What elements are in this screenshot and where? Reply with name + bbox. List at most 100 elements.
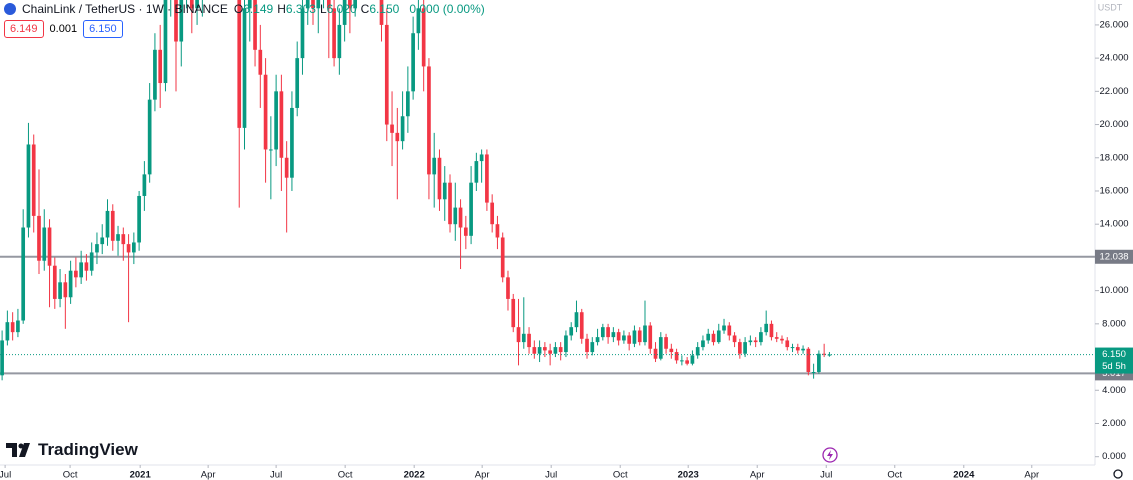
candle-body [516,327,521,343]
candle-body [463,227,468,236]
last-price-box [1095,347,1133,374]
candle-body [558,347,563,353]
candle-body [579,312,584,339]
watermark-logo [6,443,30,457]
candle-body [21,227,26,321]
candle-body [158,49,163,84]
candle-body [564,335,568,353]
x-tick-label: Oct [63,470,78,480]
candle-body [595,337,600,343]
candle-body [421,8,426,67]
candle-body [37,215,41,261]
candle-body [743,342,747,354]
candle-body [469,182,473,236]
y-tick-label: 2.000 [1102,418,1126,429]
candle-body [126,244,131,253]
symbol-title[interactable]: ChainLink / TetherUS · 1W · BINANCE [22,2,228,16]
candle-body [722,325,726,331]
candle-body [237,0,242,128]
candle-body [52,265,57,299]
candle-body [453,207,458,225]
candle-body [690,355,695,364]
settings-icon[interactable] [1113,469,1123,479]
candle-body [84,262,89,271]
candle-body [132,242,136,253]
candle-body [95,244,99,253]
candle-body [732,335,737,343]
candle-body [790,347,795,349]
candle-body [137,195,141,243]
candle-body [116,234,120,241]
candle-body [616,332,621,341]
candle-body [711,333,716,343]
alert-icon[interactable] [822,447,838,463]
candle-body [263,74,268,150]
candle-body [89,252,94,271]
candle-body [701,340,705,348]
candle-body [680,360,684,362]
candle-body [269,149,273,151]
candle-body [295,58,300,108]
x-tick-label: 2024 [953,470,975,480]
candle-body [627,335,632,344]
candle-body [416,8,421,34]
readout-key: L [319,2,327,16]
candle-body [437,157,442,200]
candle-body [759,332,763,343]
watermark: TradingView [6,440,138,460]
x-tick-label: 2022 [404,470,425,480]
candle-body [632,330,637,344]
x-tick-label: Apr [201,470,216,480]
candle-body [458,207,463,228]
candle-body [79,262,83,278]
candle-body [574,312,579,328]
candle-body [305,0,310,9]
candle-body [532,347,537,354]
candle-body [495,224,500,238]
x-tick-label: Jul [270,470,282,480]
candle-body [316,0,321,9]
readout-value: 6.020 [326,2,357,16]
candle-body [105,210,110,238]
candle-body [174,0,178,42]
candle-body [585,338,589,353]
candle-body [10,322,15,333]
y-tick-label: 0.000 [1102,451,1126,462]
candle-body [284,157,289,178]
candle-body [311,0,315,9]
x-tick-label: 2023 [678,470,699,480]
candle-body [163,0,168,84]
bid[interactable]: 6.149 [4,20,44,38]
candle-body [195,0,199,9]
candle-body [142,174,147,196]
hline-label-box [1095,249,1133,264]
readout-value: 6.303 [285,2,316,16]
candle-body [290,107,294,178]
currency-label: USDT [1098,2,1123,12]
candle-body [353,0,358,9]
candle-body [47,227,52,266]
candle-body [258,49,263,75]
candle-body [669,348,674,353]
candle-body [247,0,252,9]
ask[interactable]: 6.150 [83,20,123,38]
candle-body [432,157,437,175]
candle-body [622,335,626,341]
candle-body [42,227,47,261]
candle-body [648,325,653,349]
y-tick-label: 24.000 [1099,53,1128,64]
candle-body [611,332,616,338]
candle-body [811,372,816,373]
candle-body [537,347,542,354]
coin-logo [4,3,16,15]
x-tick-label: Oct [613,470,628,480]
candle-body [332,8,336,59]
candle-body [685,360,689,364]
x-tick-label: Jul [0,470,11,480]
y-tick-label: 10.000 [1099,285,1128,296]
candle-body [822,353,826,355]
candle-body [637,330,642,343]
candle-body [31,144,36,216]
x-tick-label: Apr [1024,470,1039,480]
